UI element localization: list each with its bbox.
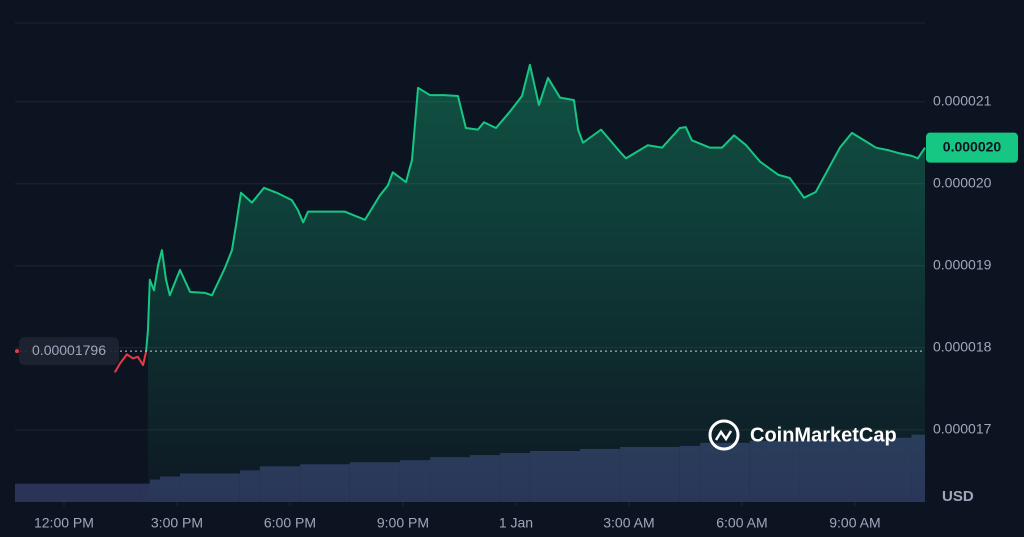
x-tick-label: 12:00 PM [34,515,94,531]
y-tick-label: 0.000018 [933,339,992,355]
current-price-label: 0.000020 [943,138,1002,154]
logo-mark [714,429,733,442]
line-connector [145,329,149,352]
logo [708,419,740,451]
baseline-label: 0.00001796 [32,342,106,358]
price-line-down [113,351,148,373]
y-tick-label: 0.000017 [933,421,992,437]
area-fill [147,64,925,503]
watermark: CoinMarketCap [708,419,897,451]
baseline-label-bg [19,337,119,366]
x-tick-label: 6:00 AM [716,515,767,531]
x-tick-label: 3:00 AM [603,515,654,531]
x-tick-label: 9:00 AM [829,515,880,531]
y-tick-label: 0.000021 [933,92,992,108]
current-price-badge [926,132,1018,163]
x-tick-label: 3:00 PM [151,515,203,531]
plot: 0.00001796 0.000020 [15,63,1018,503]
watermark-text: CoinMarketCap [750,424,897,446]
x-tick-label: 9:00 PM [377,515,429,531]
x-tick-label: 1 Jan [499,515,533,531]
x-tick-label: 6:00 PM [264,515,316,531]
volume-bar [140,483,150,502]
volume-bar [15,483,141,502]
y-tick-label: 0.000019 [933,256,992,272]
currency: USD [942,488,974,505]
baseline-dot [15,349,19,354]
price-line-up [146,63,926,330]
y-tick-label: 0.000020 [933,174,992,190]
